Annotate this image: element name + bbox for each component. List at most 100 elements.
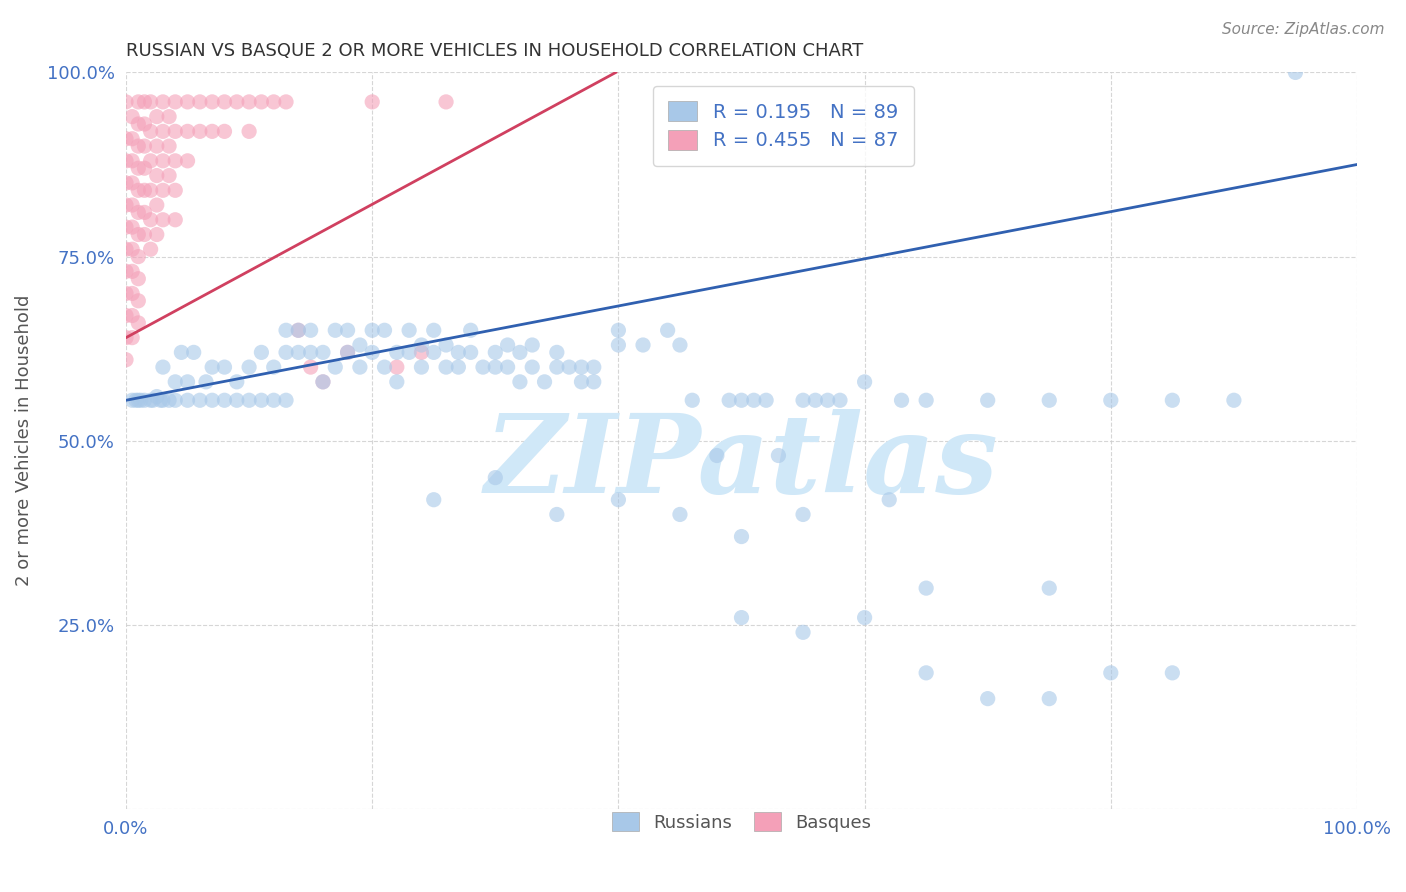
- Point: [134, 183, 156, 197]
- Point: [152, 95, 174, 109]
- Point: [533, 375, 555, 389]
- Point: [631, 338, 654, 352]
- Point: [152, 124, 174, 138]
- Point: [129, 393, 152, 408]
- Point: [139, 183, 162, 197]
- Point: [127, 161, 149, 176]
- Point: [139, 212, 162, 227]
- Point: [121, 176, 143, 190]
- Point: [121, 309, 143, 323]
- Point: [115, 352, 138, 367]
- Point: [792, 508, 814, 522]
- Point: [522, 360, 544, 375]
- Point: [434, 95, 457, 109]
- Point: [134, 95, 156, 109]
- Point: [139, 393, 162, 408]
- Point: [127, 95, 149, 109]
- Point: [214, 95, 236, 109]
- Point: [188, 124, 211, 138]
- Point: [121, 110, 143, 124]
- Point: [287, 323, 309, 337]
- Point: [183, 345, 205, 359]
- Point: [115, 286, 138, 301]
- Point: [323, 323, 346, 337]
- Point: [730, 610, 752, 624]
- Point: [361, 95, 384, 109]
- Point: [484, 470, 506, 484]
- Point: [149, 393, 172, 408]
- Point: [121, 242, 143, 256]
- Point: [134, 139, 156, 153]
- Point: [263, 95, 285, 109]
- Point: [176, 95, 198, 109]
- Point: [411, 338, 433, 352]
- Point: [336, 345, 359, 359]
- Point: [509, 375, 531, 389]
- Point: [127, 227, 149, 242]
- Point: [546, 508, 568, 522]
- Point: [127, 271, 149, 285]
- Point: [915, 665, 938, 680]
- Point: [121, 331, 143, 345]
- Point: [804, 393, 827, 408]
- Point: [146, 139, 169, 153]
- Point: [152, 360, 174, 375]
- Point: [238, 95, 260, 109]
- Point: [115, 132, 138, 146]
- Point: [817, 393, 839, 408]
- Point: [768, 449, 790, 463]
- Point: [571, 360, 593, 375]
- Point: [373, 360, 395, 375]
- Point: [853, 610, 876, 624]
- Point: [121, 286, 143, 301]
- Point: [115, 309, 138, 323]
- Point: [447, 345, 470, 359]
- Point: [152, 393, 174, 408]
- Point: [157, 393, 180, 408]
- Point: [115, 95, 138, 109]
- Point: [238, 124, 260, 138]
- Point: [115, 176, 138, 190]
- Point: [373, 323, 395, 337]
- Point: [1284, 65, 1306, 79]
- Point: [121, 132, 143, 146]
- Point: [287, 345, 309, 359]
- Point: [250, 95, 273, 109]
- Point: [1223, 393, 1246, 408]
- Point: [250, 393, 273, 408]
- Point: [121, 220, 143, 235]
- Point: [349, 338, 371, 352]
- Point: [669, 508, 692, 522]
- Point: [115, 153, 138, 168]
- Point: [115, 242, 138, 256]
- Point: [361, 345, 384, 359]
- Point: [170, 345, 193, 359]
- Point: [165, 393, 187, 408]
- Point: [1161, 393, 1184, 408]
- Point: [176, 124, 198, 138]
- Point: [201, 95, 224, 109]
- Point: [669, 338, 692, 352]
- Point: [730, 530, 752, 544]
- Point: [134, 393, 156, 408]
- Point: [828, 393, 851, 408]
- Point: [127, 183, 149, 197]
- Point: [238, 393, 260, 408]
- Y-axis label: 2 or more Vehicles in Household: 2 or more Vehicles in Household: [15, 295, 32, 586]
- Text: ZIPatlas: ZIPatlas: [485, 409, 998, 516]
- Point: [323, 360, 346, 375]
- Point: [434, 338, 457, 352]
- Point: [115, 198, 138, 212]
- Point: [274, 323, 297, 337]
- Point: [558, 360, 581, 375]
- Point: [152, 183, 174, 197]
- Point: [422, 492, 444, 507]
- Point: [522, 338, 544, 352]
- Point: [139, 242, 162, 256]
- Point: [139, 95, 162, 109]
- Point: [607, 492, 630, 507]
- Point: [146, 390, 169, 404]
- Point: [755, 393, 778, 408]
- Point: [385, 375, 408, 389]
- Point: [299, 360, 322, 375]
